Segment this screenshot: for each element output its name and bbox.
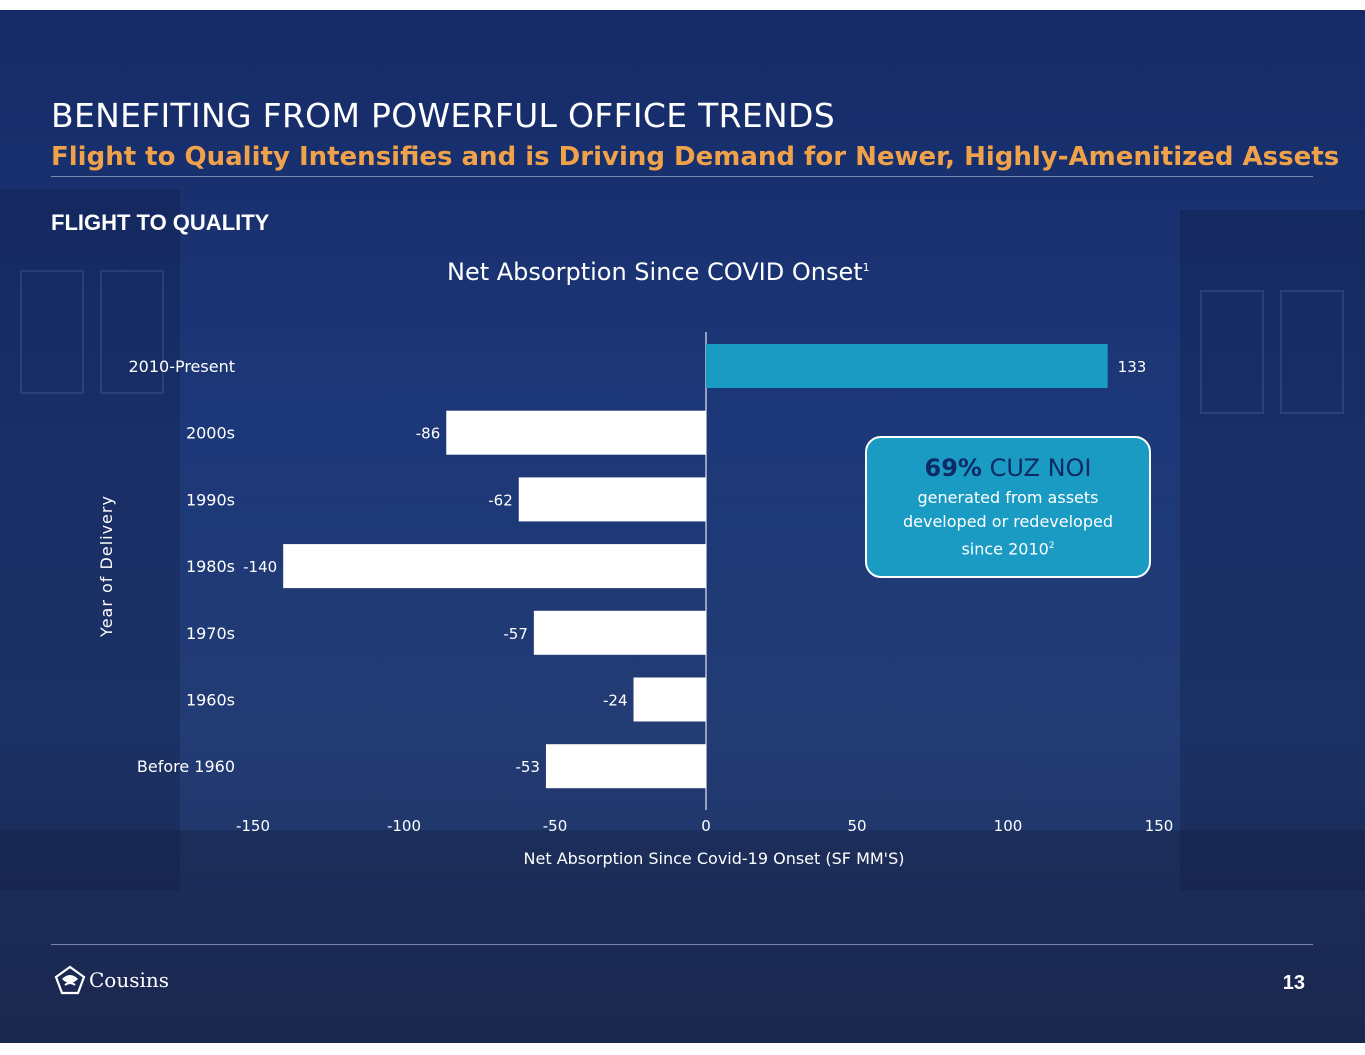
data-label: -62 [488,491,513,509]
callout-footnote: 2 [1048,541,1055,551]
section-label: FLIGHT TO QUALITY [51,210,270,235]
slide: BENEFITING FROM POWERFUL OFFICE TRENDS F… [0,10,1365,1043]
background-street [0,830,1365,1043]
callout-line-1: generated from assets [917,488,1099,507]
callout-line-3-text: since 2010 [961,539,1049,559]
callout-line-3: since 20102 [867,534,1149,561]
y-axis-label: Year of Delivery [97,495,116,638]
bar [633,677,706,722]
company-logo: Cousins [54,965,169,995]
callout-headline-text: CUZ NOI [989,454,1092,482]
category-label: 1980s [186,557,235,576]
chart-title-text: Net Absorption Since COVID Onset [447,258,863,286]
page-title: BENEFITING FROM POWERFUL OFFICE TRENDS [51,96,835,135]
x-tick-label: -150 [236,817,270,835]
cousins-logo-icon [54,965,86,995]
x-tick-label: -50 [543,817,568,835]
background-window [1200,290,1264,414]
background-window [1280,290,1344,414]
noi-callout: 69% CUZ NOI generated from assets develo… [865,436,1151,578]
bar [533,610,706,655]
bar-chart: 2010-Present 133 2000s -86 1990s -62 1980s -140… [97,332,1174,868]
background-window [20,270,84,394]
category-label: 1990s [186,490,235,509]
data-label: -53 [515,758,540,776]
callout-line-2: developed or redeveloped [902,512,1113,531]
bar [283,544,706,589]
callout-headline-pct: 69% [924,454,982,482]
x-tick-label: 0 [701,817,711,835]
category-label: 2000s [186,424,235,443]
category-label: 2010-Present [128,357,235,376]
data-label: -57 [503,625,528,643]
x-tick-label: 100 [994,817,1023,835]
header-divider [51,176,1313,177]
page-number: 13 [1282,972,1305,994]
callout-headline: 69% CUZ NOI [867,454,1149,482]
page-subtitle: Flight to Quality Intensifies and is Dri… [51,142,1340,172]
data-label: 133 [1118,358,1147,376]
company-name: Cousins [89,968,170,992]
bar [545,744,706,789]
category-label: Before 1960 [137,757,235,776]
category-label: 1960s [186,691,235,710]
data-label: -24 [603,692,628,710]
data-label: -86 [416,425,441,443]
bar [706,344,1108,388]
x-tick-label: 50 [847,817,866,835]
x-tick-label: 150 [1145,817,1174,835]
footer-divider [51,944,1313,945]
chart-title-footnote: 1 [862,261,870,274]
bar [518,477,706,522]
callout-body: generated from assets developed or redev… [867,486,1149,561]
x-axis-label: Net Absorption Since Covid-19 Onset (SF … [524,849,905,868]
category-label: 1970s [186,624,235,643]
data-label: -140 [243,558,277,576]
background-window [100,270,164,394]
background-building-right [1180,210,1365,890]
x-tick-label: -100 [387,817,421,835]
bar [446,410,706,455]
background-building-left [0,190,180,890]
chart-title: Net Absorption Since COVID Onset1 [447,258,870,286]
